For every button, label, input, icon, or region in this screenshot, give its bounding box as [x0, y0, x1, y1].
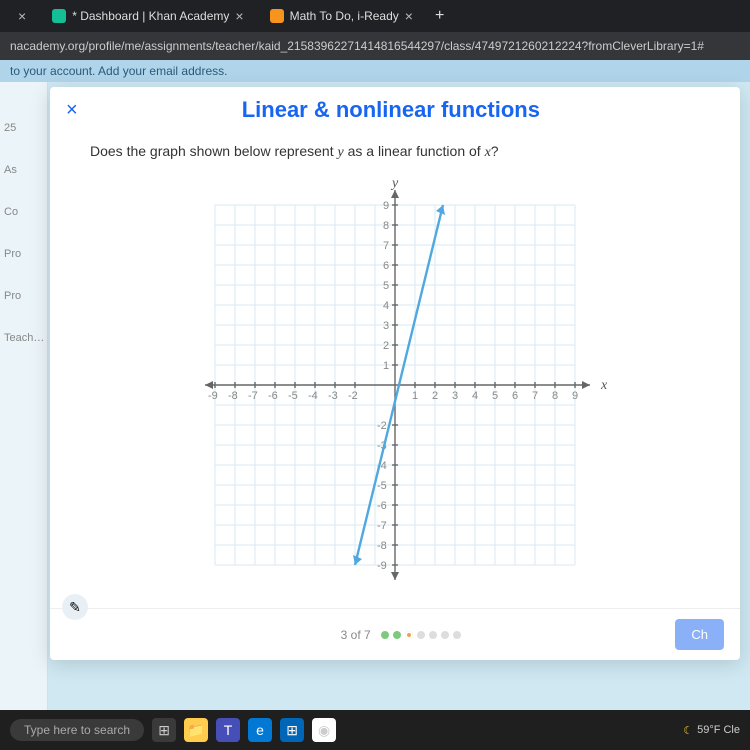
x-axis-label: x	[600, 378, 608, 393]
svg-text:8: 8	[552, 390, 558, 402]
progress-dot	[417, 631, 425, 639]
weather-widget[interactable]: ☾ 59°F Cle	[683, 724, 740, 737]
browser-tab[interactable]: ×	[8, 2, 36, 30]
svg-text:-6: -6	[377, 500, 387, 512]
teams-icon[interactable]: T	[216, 718, 240, 742]
svg-text:-8: -8	[228, 390, 238, 402]
tab-title: Math To Do, i-Ready	[290, 9, 399, 23]
progress-dots	[381, 631, 461, 639]
sidebar-item[interactable]: Co	[4, 206, 48, 218]
sidebar-item[interactable]: Teachers	[4, 332, 48, 344]
task-view-icon[interactable]: ⊞	[152, 718, 176, 742]
progress-label: 3 of 7	[341, 628, 371, 642]
browser-tab[interactable]: Math To Do, i-Ready ×	[260, 2, 423, 30]
y-axis-label: y	[390, 176, 399, 191]
edge-icon[interactable]: e	[248, 718, 272, 742]
progress-dot	[429, 631, 437, 639]
progress-dot	[393, 631, 401, 639]
scratchpad-icon[interactable]: ✎	[62, 594, 88, 620]
close-icon[interactable]: ×	[18, 8, 26, 24]
sidebar-item[interactable]: Pro	[4, 290, 48, 302]
svg-text:-4: -4	[308, 390, 318, 402]
svg-text:8: 8	[383, 220, 389, 232]
url-text: nacademy.org/profile/me/assignments/teac…	[10, 39, 704, 53]
sidebar-item[interactable]: Pro	[4, 248, 48, 260]
sidebar-item[interactable]: 25	[4, 122, 48, 134]
content-area: 25 As Co Pro Pro Teachers × Linear & non…	[0, 82, 750, 710]
svg-text:1: 1	[383, 360, 389, 372]
taskbar-search[interactable]: Type here to search	[10, 719, 144, 741]
new-tab-button[interactable]: +	[429, 7, 450, 25]
exercise-modal: × Linear & nonlinear functions Does the …	[50, 87, 740, 660]
svg-text:3: 3	[383, 320, 389, 332]
svg-text:-3: -3	[328, 390, 338, 402]
svg-text:-8: -8	[377, 540, 387, 552]
favicon-icon	[52, 9, 66, 23]
svg-text:-5: -5	[288, 390, 298, 402]
svg-text:4: 4	[383, 300, 389, 312]
svg-text:-2: -2	[377, 420, 387, 432]
modal-footer: 3 of 7 Ch	[50, 608, 740, 660]
svg-text:4: 4	[472, 390, 478, 402]
store-icon[interactable]: ⊞	[280, 718, 304, 742]
svg-text:2: 2	[383, 340, 389, 352]
svg-text:3: 3	[452, 390, 458, 402]
svg-text:-7: -7	[248, 390, 258, 402]
sidebar-peek: 25 As Co Pro Pro Teachers	[0, 82, 48, 710]
coordinate-graph: x y 1 2 3 4 5 6 7 8 9 -9 -8 -7 -6 -5 -4 -3 -2 1 2 3 4 5 6 7 8 9 -2…	[175, 175, 615, 595]
close-icon[interactable]: ×	[66, 99, 78, 122]
check-button[interactable]: Ch	[675, 619, 724, 650]
close-icon[interactable]: ×	[405, 8, 413, 24]
svg-text:1: 1	[412, 390, 418, 402]
svg-text:-9: -9	[377, 560, 387, 572]
email-banner: to your account. Add your email address.	[0, 60, 750, 82]
chrome-icon[interactable]: ◉	[312, 718, 336, 742]
svg-text:7: 7	[532, 390, 538, 402]
svg-text:2: 2	[432, 390, 438, 402]
svg-text:6: 6	[512, 390, 518, 402]
graph-container: x y 1 2 3 4 5 6 7 8 9 -9 -8 -7 -6 -5 -4 -3 -2 1 2 3 4 5 6 7 8 9 -2…	[50, 167, 740, 608]
browser-tab[interactable]: * Dashboard | Khan Academy ×	[42, 2, 253, 30]
svg-text:-7: -7	[377, 520, 387, 532]
sidebar-item[interactable]: As	[4, 164, 48, 176]
svg-text:5: 5	[383, 280, 389, 292]
modal-header: × Linear & nonlinear functions	[50, 87, 740, 133]
progress-dot	[381, 631, 389, 639]
question-text: Does the graph shown below represent y a…	[50, 133, 740, 167]
progress-dot	[405, 631, 413, 639]
close-icon[interactable]: ×	[235, 8, 243, 24]
svg-text:-9: -9	[208, 390, 218, 402]
progress-dot	[453, 631, 461, 639]
windows-taskbar: Type here to search ⊞ 📁 T e ⊞ ◉ ☾ 59°F C…	[0, 710, 750, 750]
svg-text:7: 7	[383, 240, 389, 252]
svg-text:5: 5	[492, 390, 498, 402]
svg-text:-6: -6	[268, 390, 278, 402]
file-explorer-icon[interactable]: 📁	[184, 718, 208, 742]
modal-title: Linear & nonlinear functions	[98, 97, 684, 123]
tab-title: * Dashboard | Khan Academy	[72, 9, 229, 23]
svg-text:-5: -5	[377, 480, 387, 492]
favicon-icon	[270, 9, 284, 23]
svg-text:6: 6	[383, 260, 389, 272]
svg-text:9: 9	[383, 200, 389, 212]
browser-tab-bar: × * Dashboard | Khan Academy × Math To D…	[0, 0, 750, 32]
svg-text:9: 9	[572, 390, 578, 402]
progress-dot	[441, 631, 449, 639]
url-bar[interactable]: nacademy.org/profile/me/assignments/teac…	[0, 32, 750, 60]
svg-text:-2: -2	[348, 390, 358, 402]
